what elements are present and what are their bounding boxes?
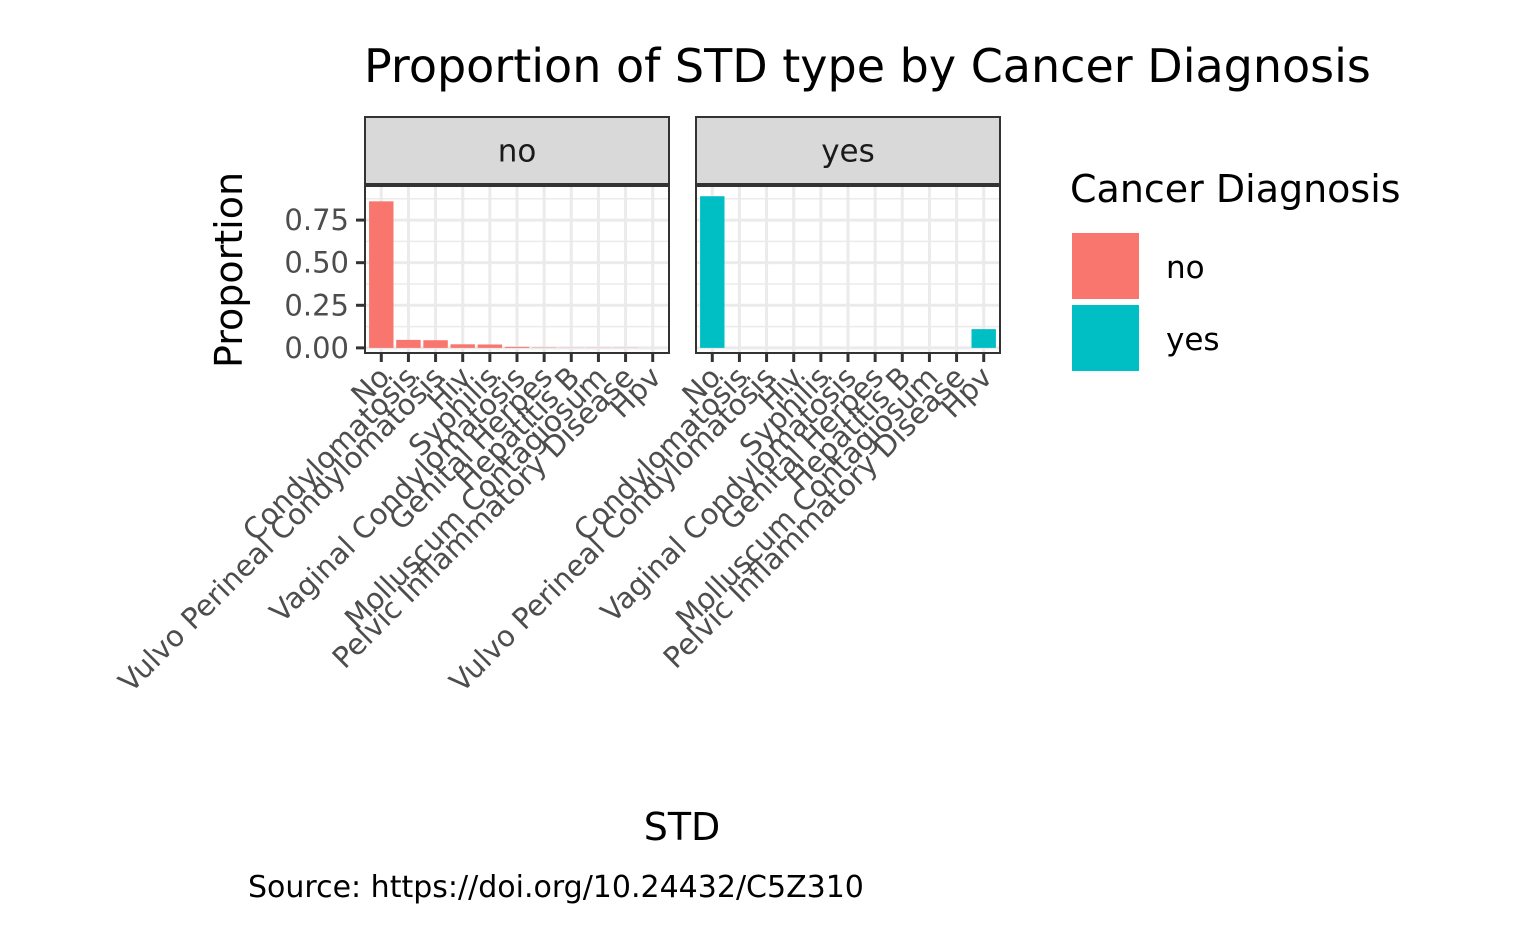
caption: Source: https://doi.org/10.24432/C5Z310 [248, 870, 864, 905]
bar-yes-hpv [971, 329, 996, 348]
legend-label-no: no [1166, 250, 1205, 286]
legend-title: Cancer Diagnosis [1070, 167, 1401, 211]
facet-strip [364, 116, 670, 185]
bar-yes-no [700, 196, 725, 348]
facet-strip-label: no [498, 134, 537, 170]
legend-label-yes: yes [1166, 322, 1220, 358]
facet-panel-yes: yes [695, 116, 1001, 354]
facet-strip [695, 116, 1001, 185]
bar-no-condylomatosis [396, 339, 421, 348]
legend-entries: no yes [1072, 233, 1220, 371]
y-tick-label: 0.00 [284, 331, 349, 365]
facet-panels: no yes [364, 116, 1001, 354]
legend: Cancer Diagnosis no yes [1070, 167, 1401, 371]
y-axis: 0.00 0.25 0.50 0.75 [284, 203, 365, 365]
y-axis-title: Proportion [207, 172, 251, 368]
bar-no-syphilis [477, 344, 503, 348]
bar-no-hiv [450, 344, 475, 348]
bar-no-vulvo-perineal-condylomatosis [423, 340, 448, 348]
y-tick-label: 0.50 [284, 246, 349, 280]
y-tick-label: 0.25 [284, 288, 349, 322]
facet-panel-no: no [364, 116, 670, 354]
chart-title: Proportion of STD type by Cancer Diagnos… [364, 39, 1371, 93]
legend-key-no [1072, 233, 1139, 299]
bar-no-no [369, 201, 394, 348]
facet-strip-label: yes [821, 134, 875, 170]
x-axis-title: STD [644, 805, 721, 849]
bar-no-vaginal-condylomatosis [504, 346, 530, 348]
legend-key-yes [1072, 305, 1139, 371]
y-tick-label: 0.75 [284, 203, 349, 237]
